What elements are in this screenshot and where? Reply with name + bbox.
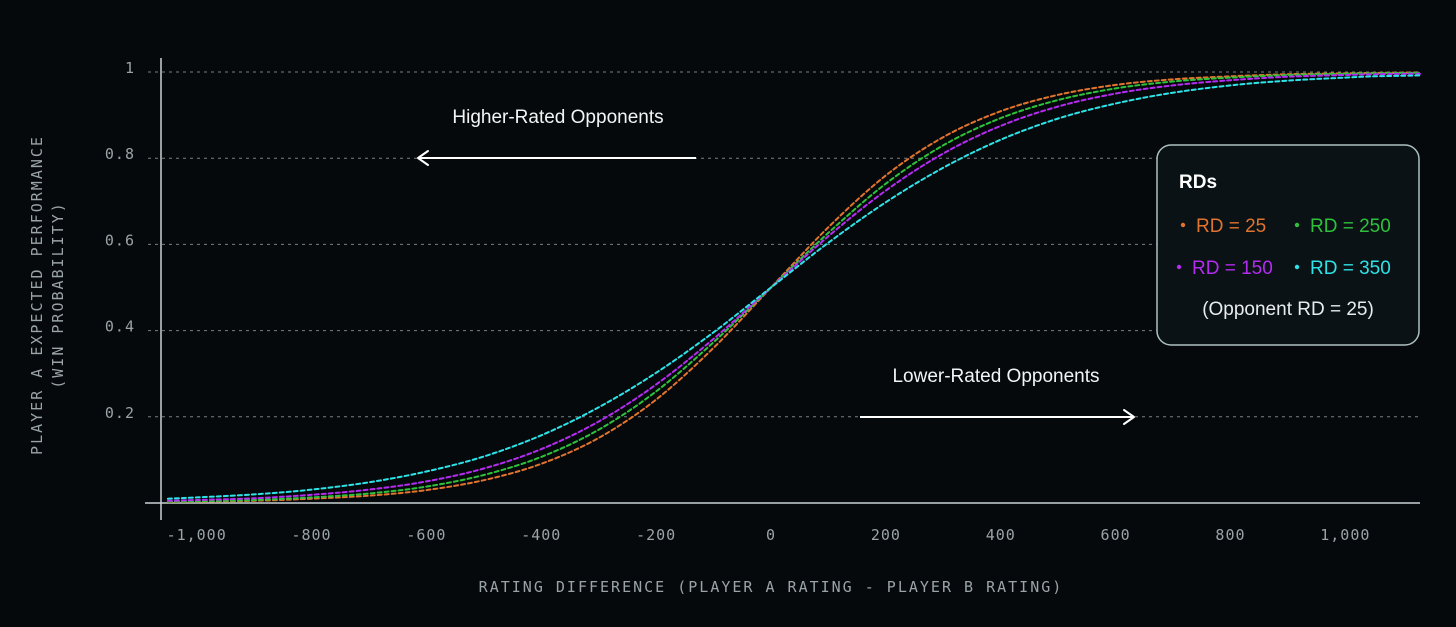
y-tick-label: 0.8	[105, 145, 135, 163]
annotation-higher-rated: Higher-Rated Opponents	[452, 107, 663, 128]
x-tick-label: -600	[406, 526, 446, 544]
grid-lines	[148, 71, 1420, 418]
series-line-rd-350	[166, 74, 1421, 500]
legend-label-rd-250: RD = 250	[1310, 216, 1391, 237]
x-tick-label: -800	[291, 526, 331, 544]
series-line-rd-250	[166, 71, 1421, 503]
legend-title: RDs	[1179, 172, 1217, 193]
x-tick-label: -200	[636, 526, 676, 544]
x-tick-label: -400	[521, 526, 561, 544]
arrow-left	[417, 150, 696, 166]
arrow-right	[860, 409, 1135, 425]
x-tick-label: 0	[766, 526, 776, 544]
legend-marker-rd-150	[1176, 264, 1182, 270]
x-tick-label: 400	[986, 526, 1016, 544]
arrow-right-head	[1123, 409, 1135, 425]
legend-label-rd-350: RD = 350	[1310, 258, 1391, 279]
y-tick-label: 0.2	[105, 404, 135, 422]
legend-note: (Opponent RD = 25)	[1202, 299, 1374, 320]
x-tick-label: 800	[1215, 526, 1245, 544]
series-lines	[166, 71, 1421, 504]
legend-label-rd-150: RD = 150	[1192, 258, 1273, 279]
series-line-rd-25	[166, 71, 1421, 504]
arrow-left-head	[417, 150, 429, 166]
legend: RDs RD = 25 RD = 250 RD = 150 RD = 350 (Oppon…	[1156, 144, 1420, 346]
legend-box	[1156, 144, 1420, 346]
legend-marker-rd-25	[1180, 222, 1186, 228]
axes: 0.2 0.4 0.6 0.8 1 -1,000 -800 -600 -400 -200 0 200 4…	[28, 58, 1420, 596]
series-line-rd-150	[166, 72, 1421, 502]
x-tick-label: -1,000	[167, 526, 227, 544]
x-tick-label: 600	[1101, 526, 1131, 544]
legend-marker-rd-350	[1294, 264, 1300, 270]
legend-label-rd-25: RD = 25	[1196, 216, 1266, 237]
y-tick-label: 1	[125, 59, 135, 77]
annotations: Higher-Rated Opponents Lower-Rated Oppone…	[417, 107, 1135, 425]
y-axis-subtitle: (WIN PROBABILITY)	[49, 201, 67, 389]
legend-marker-rd-250	[1294, 222, 1300, 228]
annotation-lower-rated: Lower-Rated Opponents	[892, 366, 1099, 387]
y-tick-label: 0.4	[105, 318, 135, 336]
y-axis-title: PLAYER A EXPECTED PERFORMANCE	[28, 135, 46, 455]
x-tick-label: 200	[871, 526, 901, 544]
y-tick-label: 0.6	[105, 231, 135, 249]
x-axis-title: RATING DIFFERENCE (PLAYER A RATING - PLA…	[479, 578, 1064, 596]
x-tick-label: 1,000	[1320, 526, 1370, 544]
